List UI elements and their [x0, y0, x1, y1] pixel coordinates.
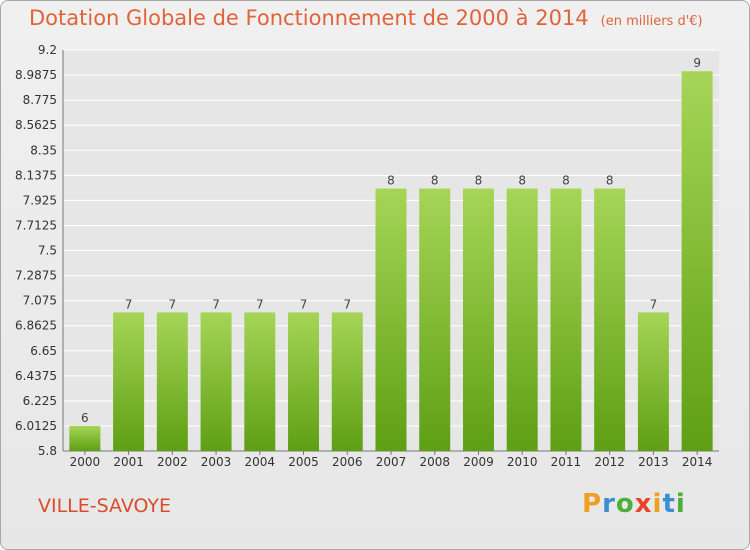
bar [331, 312, 363, 451]
bar-value-label: 7 [300, 297, 308, 311]
bar [594, 188, 626, 452]
x-tick-label: 2014 [682, 455, 713, 469]
y-tick-label: 7.2875 [15, 269, 57, 283]
y-tick-label: 8.35 [30, 143, 57, 157]
bar [637, 312, 669, 451]
bar-value-label: 7 [256, 297, 264, 311]
y-tick-label: 8.1375 [15, 168, 57, 182]
x-tick-label: 2009 [463, 455, 494, 469]
chart-title-unit: (en milliers d'€) [600, 14, 703, 29]
y-tick-label: 6.65 [30, 344, 57, 358]
y-tick-label: 8.775 [23, 93, 57, 107]
bar [244, 312, 276, 451]
y-tick-label: 5.8 [38, 444, 57, 458]
bar [550, 188, 582, 452]
x-tick-label: 2001 [113, 455, 144, 469]
proxiti-logo: Proxiti [582, 489, 686, 519]
x-tick-label: 2012 [594, 455, 625, 469]
logo-letter: x [634, 489, 653, 519]
x-tick-label: 2003 [201, 455, 232, 469]
x-tick-label: 2011 [551, 455, 582, 469]
bar [375, 188, 407, 452]
logo-letter: o [615, 489, 635, 519]
bar-value-label: 7 [125, 297, 133, 311]
x-tick-label: 2007 [376, 455, 407, 469]
bar-value-label: 7 [212, 297, 220, 311]
bar-value-label: 7 [650, 297, 658, 311]
bar [69, 425, 101, 451]
x-tick-label: 2004 [245, 455, 276, 469]
bar [506, 188, 538, 452]
y-tick-label: 7.7125 [15, 218, 57, 232]
y-tick-label: 7.925 [23, 193, 57, 207]
bar [113, 312, 145, 451]
x-tick-label: 2006 [332, 455, 363, 469]
y-tick-label: 6.8625 [15, 319, 57, 333]
x-tick-label: 2000 [70, 455, 101, 469]
bar-value-label: 8 [387, 174, 395, 188]
bar-value-label: 6 [81, 411, 89, 425]
y-tick-label: 9.2 [38, 43, 57, 57]
chart-title-text: Dotation Globale de Fonctionnement de 20… [29, 6, 589, 30]
bar [156, 312, 188, 451]
logo-letter: i [652, 489, 663, 519]
logo-letter: i [675, 489, 686, 519]
bar [200, 312, 232, 451]
bar-value-label: 9 [693, 56, 701, 70]
logo-letter: r [602, 489, 616, 519]
y-tick-label: 8.5625 [15, 118, 57, 132]
y-tick-label: 6.0125 [15, 419, 57, 433]
bar-value-label: 8 [475, 174, 483, 188]
bar-value-label: 8 [606, 174, 614, 188]
y-tick-label: 6.225 [23, 394, 57, 408]
bar [462, 188, 494, 452]
x-tick-label: 2008 [419, 455, 450, 469]
bar-value-label: 8 [518, 174, 526, 188]
bar-value-label: 7 [169, 297, 177, 311]
y-tick-label: 7.075 [23, 294, 57, 308]
logo-letter: t [662, 489, 676, 519]
plot-area: 5.8 6.0125 6.225 6.4375 6.65 6.8625 7.075 7.287… [15, 43, 719, 469]
bar [419, 188, 451, 452]
bar [681, 71, 713, 452]
y-tick-label: 8.9875 [15, 68, 57, 82]
bar-value-label: 7 [343, 297, 351, 311]
x-tick-label: 2005 [288, 455, 319, 469]
bar [288, 312, 320, 451]
y-tick-label: 7.5 [38, 244, 57, 258]
bar-value-label: 8 [562, 174, 570, 188]
commune-name: VILLE-SAVOYE [38, 495, 172, 517]
x-tick-label: 2013 [638, 455, 669, 469]
x-tick-label: 2002 [157, 455, 188, 469]
bar-value-label: 8 [431, 174, 439, 188]
x-tick-label: 2010 [507, 455, 538, 469]
chart-title: Dotation Globale de Fonctionnement de 20… [29, 6, 703, 30]
logo-letter: P [582, 489, 603, 519]
y-tick-label: 6.4375 [15, 369, 57, 383]
